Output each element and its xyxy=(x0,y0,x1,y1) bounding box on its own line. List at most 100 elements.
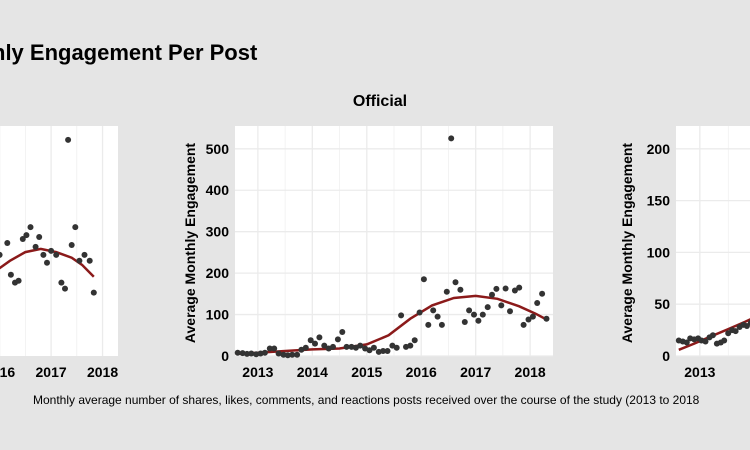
y-tick-label: 0 xyxy=(662,348,670,364)
data-point xyxy=(7,271,14,278)
x-tick-label: 2017 xyxy=(460,364,491,380)
data-point xyxy=(502,285,509,292)
data-point xyxy=(58,279,65,286)
data-point xyxy=(534,300,541,306)
chart-caption: Monthly average number of shares, likes,… xyxy=(33,393,700,407)
y-tick-label: 100 xyxy=(647,244,671,260)
x-tick-label: 2013 xyxy=(242,364,273,380)
data-point xyxy=(27,224,34,231)
data-point xyxy=(271,345,278,352)
data-point xyxy=(343,343,350,350)
data-point xyxy=(44,259,50,266)
data-point xyxy=(334,336,341,343)
y-tick-label: 200 xyxy=(647,141,671,157)
data-point xyxy=(709,332,716,339)
x-tick-label: 2014 xyxy=(297,364,328,380)
data-point xyxy=(294,351,301,358)
data-point xyxy=(721,337,728,344)
data-point xyxy=(539,290,546,297)
data-point xyxy=(72,224,79,231)
data-point xyxy=(65,136,72,143)
y-tick-label: 100 xyxy=(206,307,230,323)
trend-line xyxy=(237,294,548,356)
y-tick-label: 150 xyxy=(647,193,671,209)
x-tick-label: 2017 xyxy=(36,364,67,380)
x-tick-label: 2018 xyxy=(515,364,546,380)
data-point xyxy=(289,351,296,358)
data-point xyxy=(525,316,532,323)
data-point xyxy=(393,344,400,351)
data-point xyxy=(275,350,282,357)
data-point xyxy=(511,287,518,294)
data-point xyxy=(702,338,709,345)
data-point xyxy=(434,313,441,320)
data-point xyxy=(411,337,418,344)
panel-official: 2013 2014 2015 2016 2017 2018 0 100 200 300 400 500… xyxy=(182,93,553,380)
data-point xyxy=(452,279,459,286)
data-point xyxy=(90,289,97,296)
data-point xyxy=(484,304,491,311)
x-tick-label: 2016 xyxy=(0,364,15,380)
panel-right: 201320050100150200Average Monthly Engage… xyxy=(619,126,750,380)
y-axis-title: Average Monthly Engagement xyxy=(182,143,198,344)
data-point xyxy=(743,323,750,329)
data-point xyxy=(498,302,505,309)
data-point xyxy=(266,345,273,352)
x-tick-label: 2016 xyxy=(406,364,437,380)
data-point xyxy=(366,347,373,354)
data-point xyxy=(62,285,68,292)
data-point xyxy=(520,321,527,328)
data-point xyxy=(312,340,318,347)
data-point xyxy=(68,242,75,248)
data-point xyxy=(357,342,364,349)
data-point xyxy=(4,240,11,246)
data-point xyxy=(461,319,468,325)
data-point xyxy=(23,232,30,239)
data-point xyxy=(380,348,387,354)
data-point xyxy=(475,317,482,324)
panel-left: 2016 2017 2018 xyxy=(0,126,118,380)
data-point xyxy=(398,312,405,319)
data-point xyxy=(32,243,39,250)
panel-background xyxy=(0,126,118,356)
data-point xyxy=(747,319,750,326)
data-point xyxy=(339,329,346,335)
data-point xyxy=(40,251,47,258)
data-point xyxy=(0,251,3,258)
data-point xyxy=(261,349,268,356)
data-point xyxy=(244,350,250,357)
data-point xyxy=(384,348,391,354)
data-point xyxy=(420,276,427,283)
data-point xyxy=(479,311,486,318)
data-point xyxy=(280,351,287,358)
data-point xyxy=(430,307,437,314)
y-tick-label: 50 xyxy=(654,296,670,312)
data-point xyxy=(516,284,523,291)
data-point xyxy=(248,350,255,357)
data-point xyxy=(86,257,93,264)
trend-line xyxy=(678,318,750,351)
data-point xyxy=(19,236,26,242)
data-point xyxy=(302,344,309,351)
data-point xyxy=(284,352,291,359)
data-point xyxy=(234,349,241,356)
chart-main-title: hly Engagement Per Post xyxy=(0,40,258,65)
data-point xyxy=(316,334,323,341)
y-tick-label: 400 xyxy=(206,182,230,198)
data-point xyxy=(48,247,55,254)
data-point xyxy=(543,315,550,322)
panel-background xyxy=(676,126,750,356)
data-point xyxy=(448,135,455,142)
data-point xyxy=(15,277,22,284)
data-point xyxy=(457,286,464,293)
x-tick-label: 2015 xyxy=(351,364,382,380)
data-point xyxy=(489,291,495,298)
data-point xyxy=(438,321,445,328)
data-point xyxy=(53,251,60,258)
data-point xyxy=(321,342,328,349)
data-point xyxy=(471,311,477,318)
data-point xyxy=(683,339,690,346)
panel-title: Official xyxy=(353,93,407,110)
data-point xyxy=(416,309,423,316)
data-point xyxy=(443,288,450,295)
